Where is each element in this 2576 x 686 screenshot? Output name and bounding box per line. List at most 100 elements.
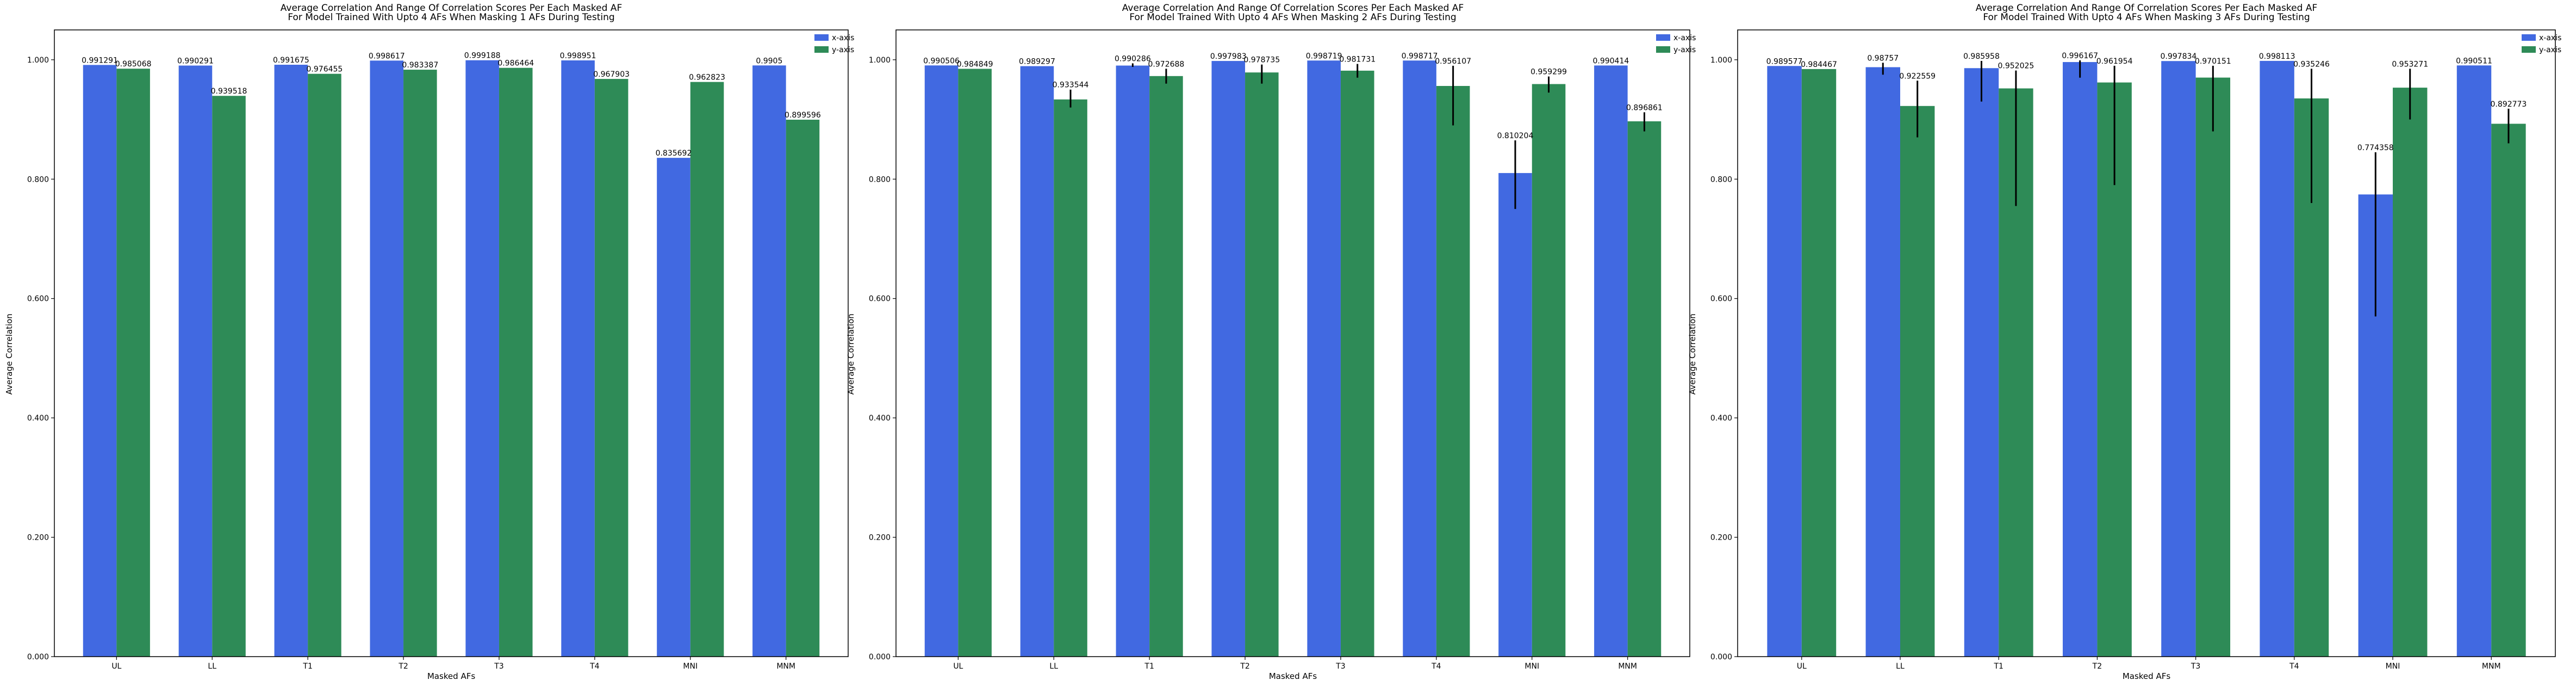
bar-x-axis-mnm xyxy=(752,65,786,657)
bar-x-axis-mni xyxy=(1498,173,1532,657)
data-label: 0.899596 xyxy=(785,111,821,120)
y-axis-label: Average Correlation xyxy=(1688,313,1697,394)
plot-frame xyxy=(54,29,849,657)
data-label: 0.953271 xyxy=(2392,60,2428,69)
plot-frame xyxy=(1737,29,2556,657)
legend-swatch-x-axis xyxy=(814,34,829,41)
x-tick-label: T3 xyxy=(2191,662,2200,671)
x-tick-label: UL xyxy=(953,662,963,671)
bar-x-axis-ul xyxy=(924,65,959,657)
bar-x-axis-t3 xyxy=(465,60,499,657)
data-label: 0.991675 xyxy=(273,56,309,65)
data-label: 0.997834 xyxy=(2160,52,2197,61)
data-label: 0.774358 xyxy=(2357,144,2394,152)
bar-y-axis-ul xyxy=(1801,69,1837,657)
y-axis-label: Average Correlation xyxy=(4,313,14,394)
x-tick-label: T2 xyxy=(2092,662,2102,671)
y-tick-label: 1.000 xyxy=(869,56,891,65)
legend-label: y-axis xyxy=(2539,46,2561,54)
bar-x-axis-ul xyxy=(83,65,117,657)
bar-y-axis-t1 xyxy=(308,73,341,657)
chart-title: For Model Trained With Upto 4 AFs When M… xyxy=(1129,12,1456,23)
bar-x-axis-ll xyxy=(1020,66,1054,657)
bar-x-axis-t1 xyxy=(1964,68,1999,657)
bar-x-axis-t1 xyxy=(274,64,308,657)
data-label: 0.98757 xyxy=(1867,54,1899,63)
data-label: 0.959299 xyxy=(1530,68,1567,77)
bar-y-axis-t2 xyxy=(1245,72,1279,657)
legend-swatch-y-axis xyxy=(2522,46,2536,53)
data-label: 0.9905 xyxy=(756,57,782,65)
data-label: 0.933544 xyxy=(1053,81,1089,90)
legend-swatch-x-axis xyxy=(2522,34,2536,41)
data-label: 0.991291 xyxy=(82,56,118,65)
data-label: 0.892773 xyxy=(2491,100,2527,109)
y-tick-label: 0.600 xyxy=(869,295,891,304)
y-tick-label: 0.200 xyxy=(869,534,891,542)
x-tick-label: MNM xyxy=(776,662,795,671)
data-label: 0.962823 xyxy=(689,73,725,82)
data-label: 0.967903 xyxy=(593,70,630,79)
x-tick-label: LL xyxy=(208,662,216,671)
data-label: 0.990414 xyxy=(1592,57,1629,65)
data-label: 0.983387 xyxy=(402,61,438,70)
x-tick-label: T4 xyxy=(2289,662,2299,671)
data-label: 0.896861 xyxy=(1626,103,1663,112)
x-tick-label: T4 xyxy=(589,662,600,671)
data-label: 0.978735 xyxy=(1243,56,1280,65)
bar-x-axis-ll xyxy=(178,65,213,657)
y-tick-label: 0.400 xyxy=(1710,414,1732,423)
bar-y-axis-mni xyxy=(690,82,724,657)
bar-y-axis-mnm xyxy=(1627,121,1662,657)
data-label: 0.998717 xyxy=(1402,52,1438,60)
bar-x-axis-t1 xyxy=(1116,65,1150,657)
data-label: 0.984849 xyxy=(957,60,993,69)
y-tick-label: 0.000 xyxy=(1710,653,1732,662)
legend-swatch-y-axis xyxy=(814,46,829,53)
data-label: 0.810204 xyxy=(1497,132,1534,140)
data-label: 0.990511 xyxy=(2456,57,2492,65)
x-tick-label: MNI xyxy=(1525,662,1539,671)
data-label: 0.952025 xyxy=(1998,62,2034,71)
y-tick-label: 0.600 xyxy=(1710,295,1732,304)
x-tick-label: T3 xyxy=(494,662,503,671)
legend-label: y-axis xyxy=(832,46,854,54)
data-label: 0.981731 xyxy=(1339,55,1376,64)
x-tick-label: T1 xyxy=(302,662,312,671)
data-label: 0.972688 xyxy=(1148,60,1185,69)
bar-y-axis-mnm xyxy=(786,120,820,657)
data-label: 0.922559 xyxy=(1899,72,1936,81)
data-label: 0.990286 xyxy=(1115,54,1151,63)
data-label: 0.984467 xyxy=(1801,60,1837,69)
data-label: 0.989577 xyxy=(1766,57,1803,66)
legend-swatch-y-axis xyxy=(1656,46,1670,53)
y-tick-label: 0.200 xyxy=(27,534,49,542)
bar-y-axis-t3 xyxy=(2195,77,2231,657)
x-tick-label: T1 xyxy=(1144,662,1154,671)
bar-y-axis-mni xyxy=(1532,84,1566,657)
legend-label: x-axis xyxy=(2539,34,2561,42)
chart-title: Average Correlation And Range Of Correla… xyxy=(281,3,622,14)
y-tick-label: 0.600 xyxy=(27,295,49,304)
bar-x-axis-t3 xyxy=(1307,60,1341,657)
x-tick-label: MNM xyxy=(2482,662,2501,671)
bar-x-axis-t4 xyxy=(2260,60,2294,657)
bar-x-axis-ll xyxy=(1865,67,1900,657)
x-tick-label: UL xyxy=(111,662,121,671)
data-label: 0.986464 xyxy=(497,59,534,68)
bar-y-axis-t3 xyxy=(1340,70,1374,657)
x-tick-label: T4 xyxy=(1431,662,1441,671)
bar-y-axis-ll xyxy=(212,96,246,657)
data-label: 0.996167 xyxy=(2062,52,2098,60)
data-label: 0.935246 xyxy=(2293,60,2330,69)
x-tick-label: T2 xyxy=(1240,662,1249,671)
y-tick-label: 1.000 xyxy=(1710,56,1732,65)
data-label: 0.939518 xyxy=(211,87,247,96)
legend-swatch-x-axis xyxy=(1656,34,1670,41)
x-axis-label: Masked AFs xyxy=(427,671,476,681)
bar-y-axis-t1 xyxy=(1149,76,1183,657)
bar-y-axis-ll xyxy=(1900,106,1935,657)
chart-title: For Model Trained With Upto 4 AFs When M… xyxy=(288,12,614,23)
data-label: 0.985958 xyxy=(1963,52,2000,61)
